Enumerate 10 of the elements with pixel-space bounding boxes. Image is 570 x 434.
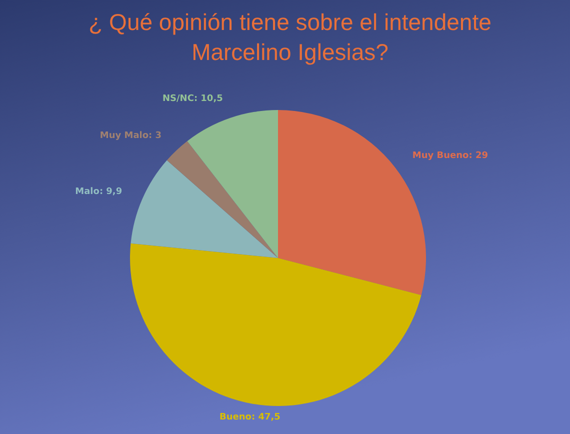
slice-label: Bueno: 47,5 [220, 412, 280, 423]
slice-label: Muy Malo: 3 [100, 131, 162, 142]
pie-slice [166, 141, 278, 258]
pie-slice [130, 160, 278, 258]
pie-slice [130, 243, 422, 406]
pie-slice [187, 110, 278, 258]
slice-label: Muy Bueno: 29 [412, 150, 488, 161]
slice-label: NS/NC: 10,5 [162, 94, 223, 104]
slice-label: Malo: 9,9 [75, 187, 122, 198]
chart-title: ¿ Qué opinión tiene sobre el intendente Marcelino Iglesias? [88, 9, 492, 65]
